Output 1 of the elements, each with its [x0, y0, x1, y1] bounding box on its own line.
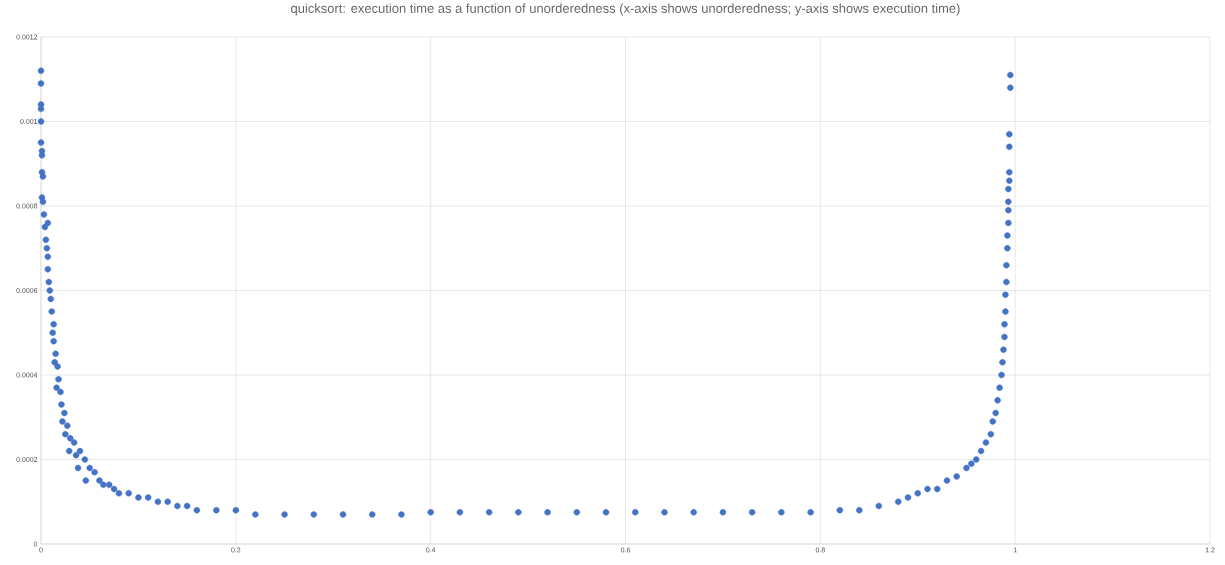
chart-title: quicksort: execution time as a function of unorderedness (x-axis shows unorderedness; y-axis shows execution time) — [291, 3, 960, 16]
